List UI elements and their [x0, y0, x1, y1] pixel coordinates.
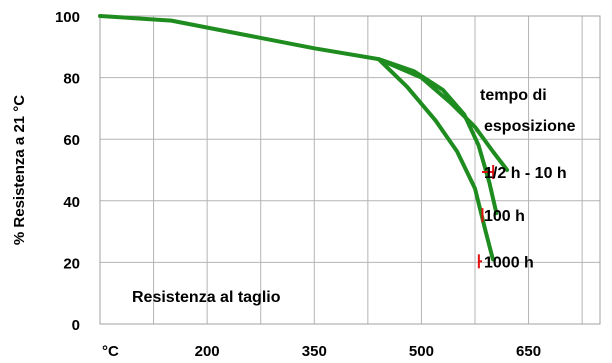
series-line-2	[376, 57, 499, 216]
plot-frame	[99, 15, 601, 325]
series-labels: 1/2 h - 10 h 100 h 1000 h	[484, 165, 567, 271]
series-lines	[98, 14, 510, 262]
series-line-3	[376, 57, 495, 262]
y-tick-label: 40	[63, 194, 80, 211]
x-tick-label: 350	[302, 343, 327, 360]
legend-title-line-2: esposizione	[484, 118, 576, 135]
x-tick-label: 650	[516, 343, 541, 360]
series-label: 100 h	[484, 208, 525, 225]
chart-annotation: Resistenza al taglio	[132, 289, 281, 306]
series-label: 1000 h	[484, 254, 534, 271]
x-tick-label: 200	[195, 343, 220, 360]
leader-lines	[477, 165, 495, 269]
x-tick-label: 500	[409, 343, 434, 360]
grid-lines	[100, 16, 600, 324]
y-tick-label: 80	[63, 71, 80, 88]
y-tick-labels: 0 20 40 60 80 100	[55, 9, 80, 334]
y-tick-label: 60	[63, 132, 80, 149]
x-tick-labels: °C 200 350 500 650	[102, 343, 541, 360]
series-label: 1/2 h - 10 h	[484, 165, 567, 182]
y-tick-label: 100	[55, 9, 80, 26]
y-axis-label: % Resistenza a 21 °C	[11, 95, 28, 245]
y-tick-label: 20	[63, 255, 80, 272]
legend-title-line-1: tempo di	[480, 87, 547, 104]
x-tick-label: °C	[102, 343, 119, 360]
y-tick-label: 0	[72, 317, 80, 334]
